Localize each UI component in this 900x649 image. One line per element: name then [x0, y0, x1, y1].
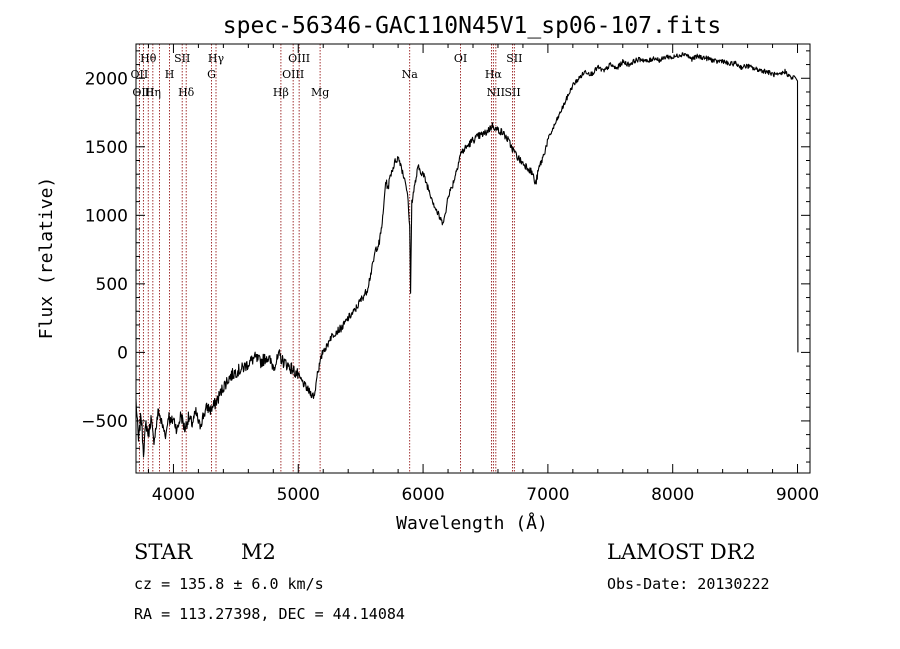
spectral-line-markers [138, 44, 515, 473]
spectral-line-label: Hδ [178, 86, 195, 99]
chart-title: spec-56346-GAC110N45V1_sp06-107.fits [223, 13, 722, 39]
spectral-line-label: Hβ [273, 86, 289, 99]
y-tick-label: 1000 [85, 206, 128, 226]
x-axis: 4000 5000 6000 7000 8000 9000 [147, 44, 819, 505]
plot-frame [135, 43, 811, 474]
y-tick-label: 1500 [85, 138, 128, 158]
y-tick-label: 2000 [85, 69, 128, 89]
spectrum-line [135, 52, 799, 458]
object-class: STAR [134, 540, 193, 564]
y-tick-label: 0 [117, 343, 128, 363]
spectral-line-label: Hθ [140, 52, 157, 65]
x-axis-label: Wavelength (Å) [396, 512, 548, 534]
spectral-line-label: G [207, 68, 216, 81]
x-tick-label: 5000 [277, 485, 320, 505]
spectral-line-label: Mg [311, 86, 329, 99]
y-tick-label: −500 [81, 412, 128, 432]
spectral-line-label: OIII [288, 52, 310, 65]
spectral-line-label: Na [402, 68, 419, 81]
ra-dec-coordinates: RA = 113.27398, DEC = 44.14084 [134, 605, 405, 623]
spectral-line-label: Hα [485, 68, 503, 81]
x-tick-label: 7000 [526, 485, 569, 505]
spectral-line-label: OI [454, 52, 467, 65]
spectral-line-label: OIII [282, 68, 304, 81]
spectral-line-label: Hγ [208, 52, 225, 65]
object-subclass: M2 [241, 540, 276, 564]
spectral-line-label: SII [506, 52, 522, 65]
spectral-line-label: SII [174, 52, 190, 65]
survey-name: LAMOST DR2 [607, 540, 756, 564]
spectral-line-label: H [165, 68, 175, 81]
y-axis-label: Flux (relative) [36, 177, 57, 340]
y-axis: −500 0 500 1000 1500 2000 [81, 50, 810, 463]
spectral-line-label: OII [131, 68, 149, 81]
x-tick-label: 9000 [776, 485, 819, 505]
spectral-line-label: SII [504, 86, 520, 99]
x-tick-label: 8000 [651, 485, 694, 505]
spectral-line-label: Hη [145, 86, 161, 99]
observation-date: Obs-Date: 20130222 [607, 575, 770, 593]
x-tick-label: 6000 [401, 485, 444, 505]
spectral-line-label: OIII [132, 86, 154, 99]
redshift-cz: cz = 135.8 ± 6.0 km/s [134, 575, 324, 593]
spectral-line-label: NII [487, 86, 505, 99]
x-tick-label: 4000 [152, 485, 195, 505]
y-tick-label: 500 [96, 275, 128, 295]
